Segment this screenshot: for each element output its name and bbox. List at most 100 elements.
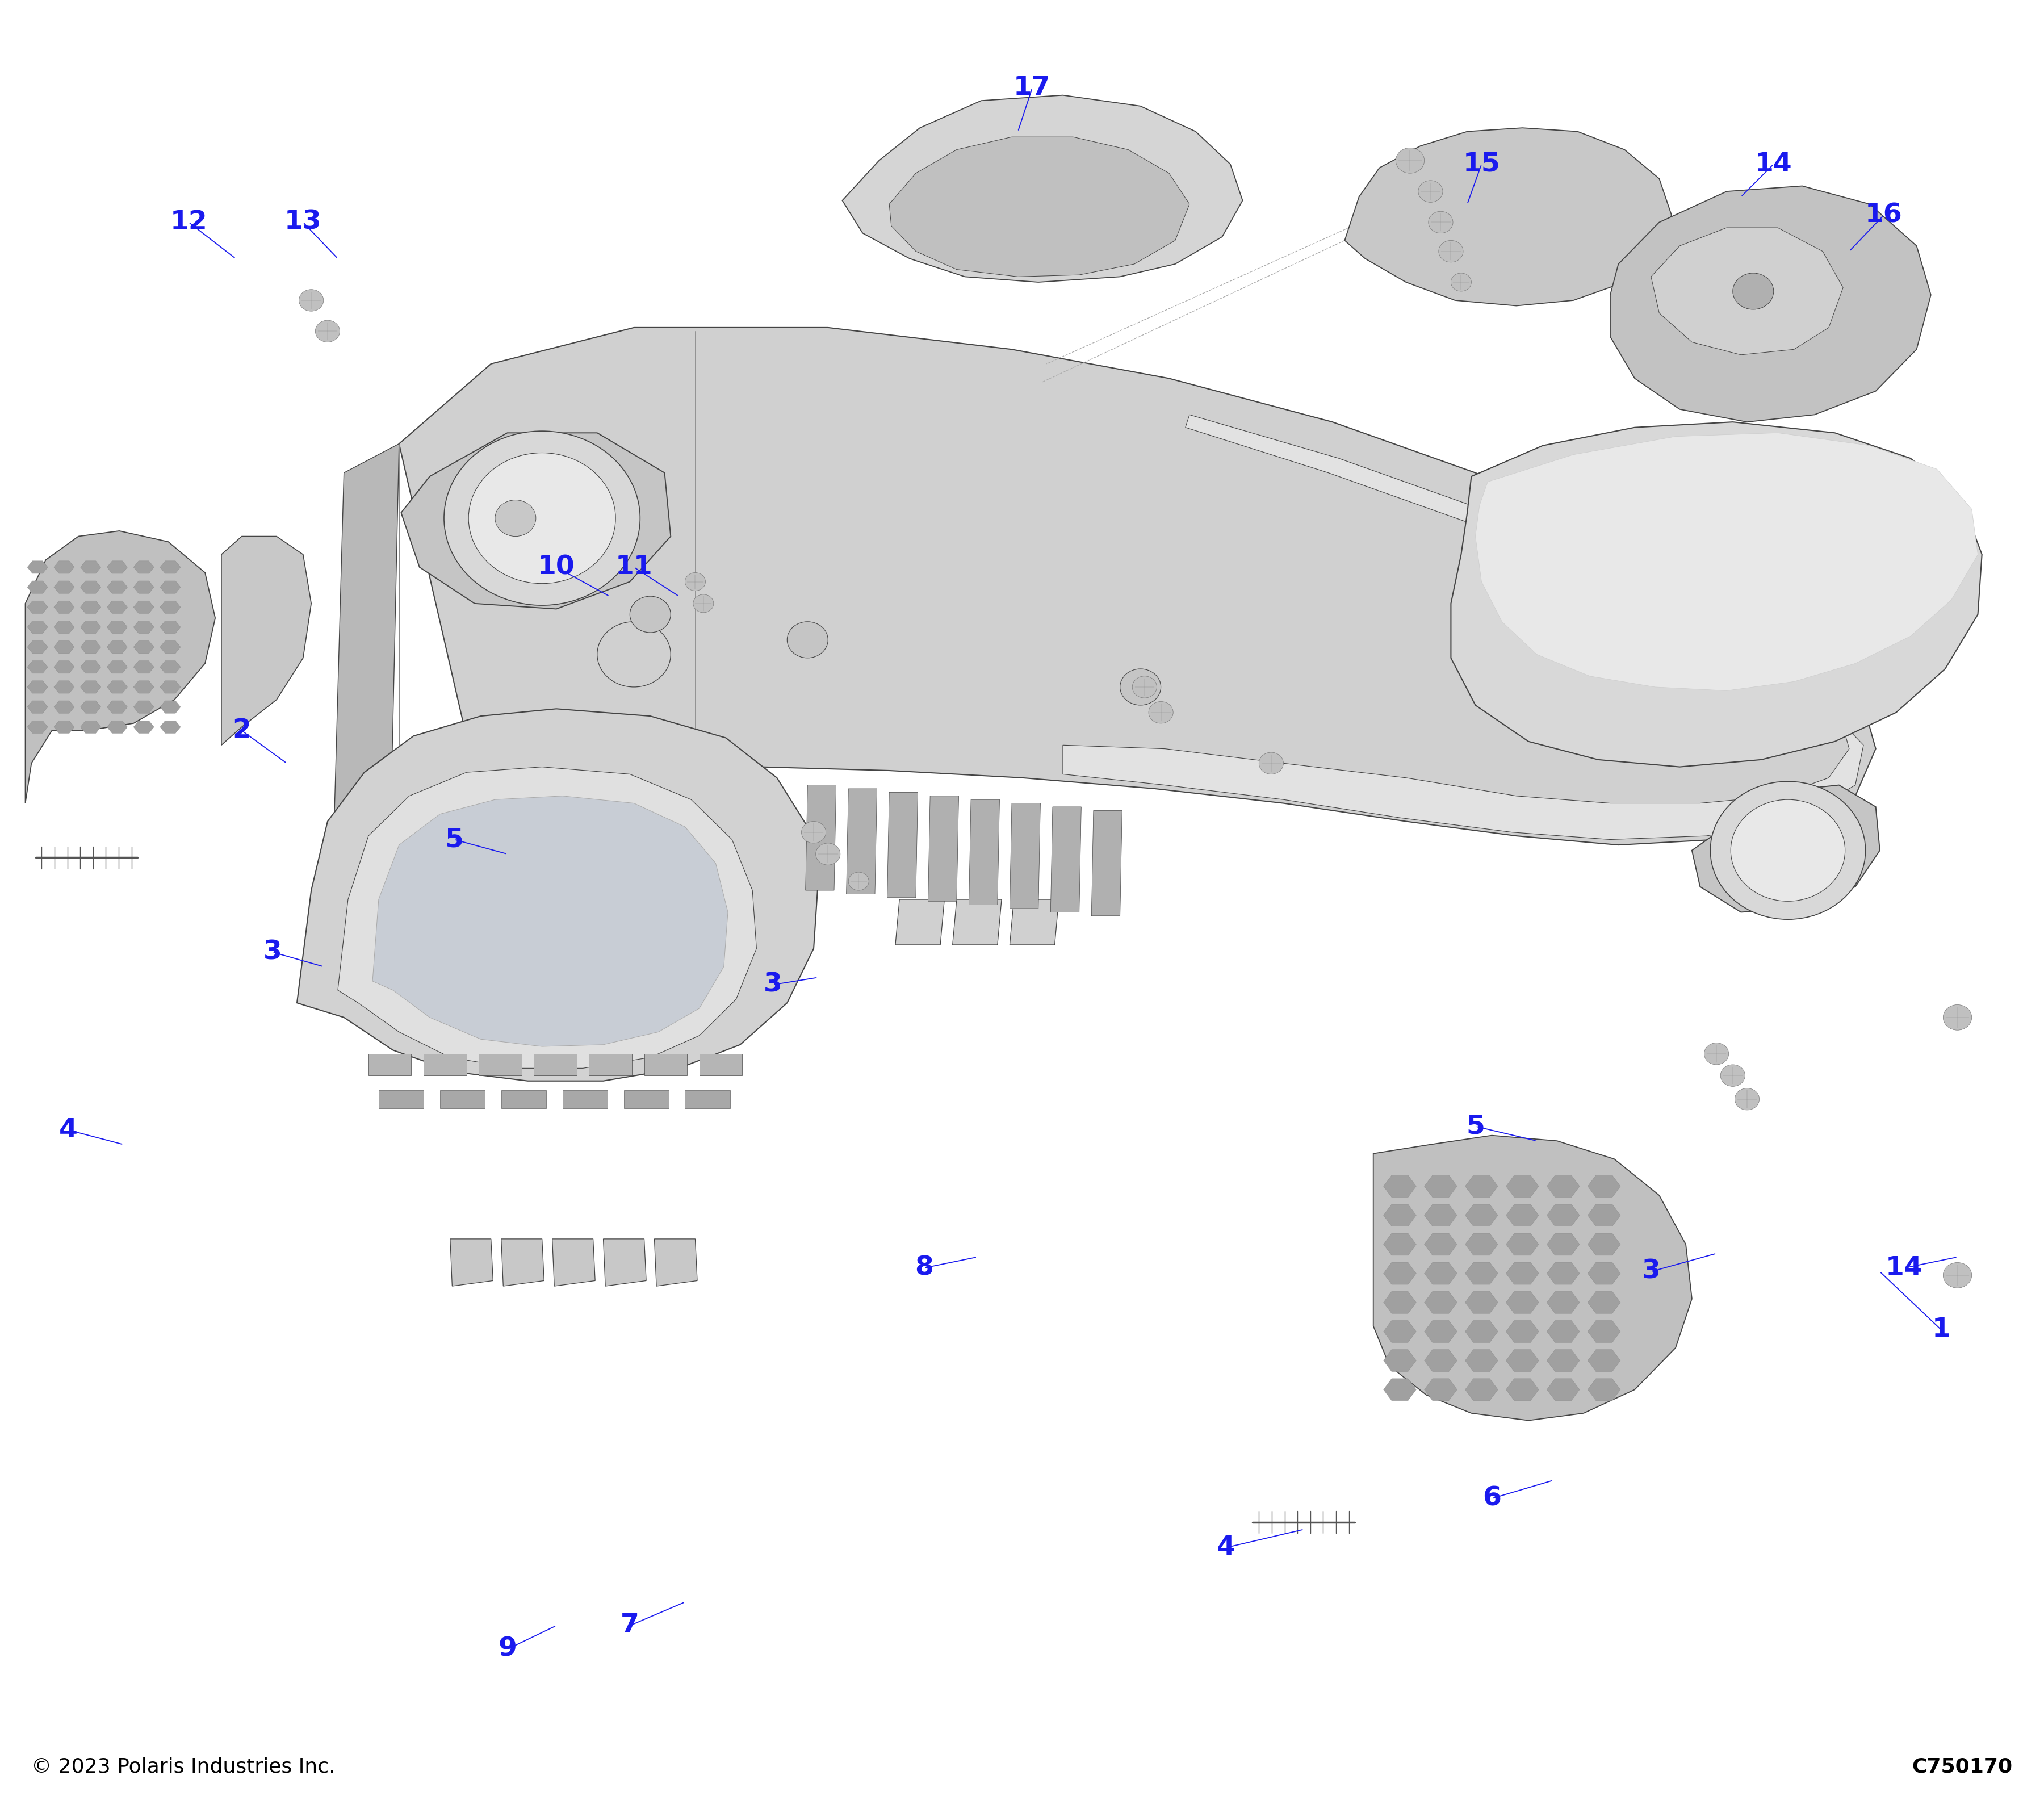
- Text: 10: 10: [538, 554, 574, 580]
- Polygon shape: [1384, 1321, 1416, 1343]
- Circle shape: [298, 289, 323, 311]
- Polygon shape: [80, 681, 100, 694]
- Polygon shape: [1384, 1350, 1416, 1372]
- Text: 5: 5: [446, 827, 464, 852]
- Circle shape: [1735, 1088, 1760, 1110]
- Polygon shape: [106, 681, 127, 694]
- Polygon shape: [106, 581, 127, 594]
- Polygon shape: [1374, 1136, 1692, 1421]
- Polygon shape: [1506, 1263, 1539, 1285]
- Circle shape: [597, 621, 670, 687]
- Polygon shape: [1466, 1350, 1498, 1372]
- Circle shape: [1944, 1263, 1972, 1288]
- Polygon shape: [27, 581, 47, 594]
- Bar: [644, 1054, 687, 1076]
- Text: 16: 16: [1866, 202, 1903, 227]
- Circle shape: [1705, 1043, 1729, 1065]
- Polygon shape: [1091, 810, 1122, 916]
- Polygon shape: [1588, 1205, 1621, 1226]
- Polygon shape: [1425, 1321, 1457, 1343]
- Polygon shape: [1476, 432, 1979, 690]
- Circle shape: [848, 872, 869, 890]
- Polygon shape: [1466, 1321, 1498, 1343]
- Bar: [478, 1054, 521, 1076]
- Polygon shape: [552, 1239, 595, 1286]
- Text: 15: 15: [1464, 151, 1500, 176]
- Polygon shape: [80, 721, 100, 734]
- Polygon shape: [80, 641, 100, 654]
- Polygon shape: [1425, 1205, 1457, 1226]
- Bar: [562, 1090, 607, 1108]
- Polygon shape: [1652, 227, 1844, 354]
- Polygon shape: [1506, 1379, 1539, 1401]
- Text: 14: 14: [1887, 1256, 1923, 1281]
- Circle shape: [1711, 781, 1866, 919]
- Polygon shape: [53, 701, 74, 714]
- Polygon shape: [805, 785, 836, 890]
- Polygon shape: [603, 1239, 646, 1286]
- Polygon shape: [953, 899, 1002, 945]
- Circle shape: [693, 594, 713, 612]
- Polygon shape: [1506, 1321, 1539, 1343]
- Circle shape: [1439, 240, 1464, 262]
- Circle shape: [1132, 676, 1157, 698]
- Polygon shape: [1506, 1205, 1539, 1226]
- Polygon shape: [1425, 1263, 1457, 1285]
- Polygon shape: [27, 681, 47, 694]
- Polygon shape: [159, 581, 180, 594]
- Polygon shape: [1588, 1263, 1621, 1285]
- Polygon shape: [1547, 1263, 1580, 1285]
- Polygon shape: [133, 701, 153, 714]
- Bar: [423, 1054, 466, 1076]
- Bar: [589, 1054, 632, 1076]
- Polygon shape: [106, 701, 127, 714]
- Polygon shape: [1547, 1350, 1580, 1372]
- Polygon shape: [842, 94, 1243, 282]
- Polygon shape: [384, 327, 1876, 978]
- Text: 3: 3: [264, 939, 282, 965]
- Polygon shape: [1466, 1292, 1498, 1314]
- Circle shape: [1419, 180, 1443, 202]
- Polygon shape: [1466, 1176, 1498, 1197]
- Bar: [501, 1090, 546, 1108]
- Polygon shape: [80, 561, 100, 574]
- Polygon shape: [159, 721, 180, 734]
- Polygon shape: [53, 641, 74, 654]
- Polygon shape: [221, 536, 311, 745]
- Polygon shape: [133, 641, 153, 654]
- Polygon shape: [27, 601, 47, 614]
- Polygon shape: [133, 601, 153, 614]
- Polygon shape: [1384, 1234, 1416, 1256]
- Polygon shape: [1547, 1234, 1580, 1256]
- Polygon shape: [159, 621, 180, 634]
- Polygon shape: [889, 136, 1190, 276]
- Polygon shape: [106, 561, 127, 574]
- Polygon shape: [1506, 1176, 1539, 1197]
- Text: 14: 14: [1756, 151, 1793, 176]
- Polygon shape: [1588, 1234, 1621, 1256]
- Polygon shape: [80, 661, 100, 674]
- Polygon shape: [27, 641, 47, 654]
- Polygon shape: [1547, 1292, 1580, 1314]
- Polygon shape: [133, 561, 153, 574]
- Polygon shape: [337, 767, 756, 1068]
- Circle shape: [1731, 799, 1846, 901]
- Circle shape: [1259, 752, 1284, 774]
- Polygon shape: [1611, 185, 1932, 422]
- Polygon shape: [331, 443, 399, 912]
- Polygon shape: [27, 561, 47, 574]
- Circle shape: [1120, 669, 1161, 705]
- Circle shape: [495, 500, 536, 536]
- Text: 1: 1: [1932, 1317, 1950, 1343]
- Polygon shape: [1588, 1176, 1621, 1197]
- Polygon shape: [53, 621, 74, 634]
- Polygon shape: [80, 601, 100, 614]
- Polygon shape: [27, 621, 47, 634]
- Bar: [439, 1090, 484, 1108]
- Polygon shape: [654, 1239, 697, 1286]
- Circle shape: [816, 843, 840, 865]
- Polygon shape: [159, 641, 180, 654]
- Circle shape: [630, 596, 670, 632]
- Circle shape: [787, 621, 828, 658]
- Polygon shape: [1384, 1263, 1416, 1285]
